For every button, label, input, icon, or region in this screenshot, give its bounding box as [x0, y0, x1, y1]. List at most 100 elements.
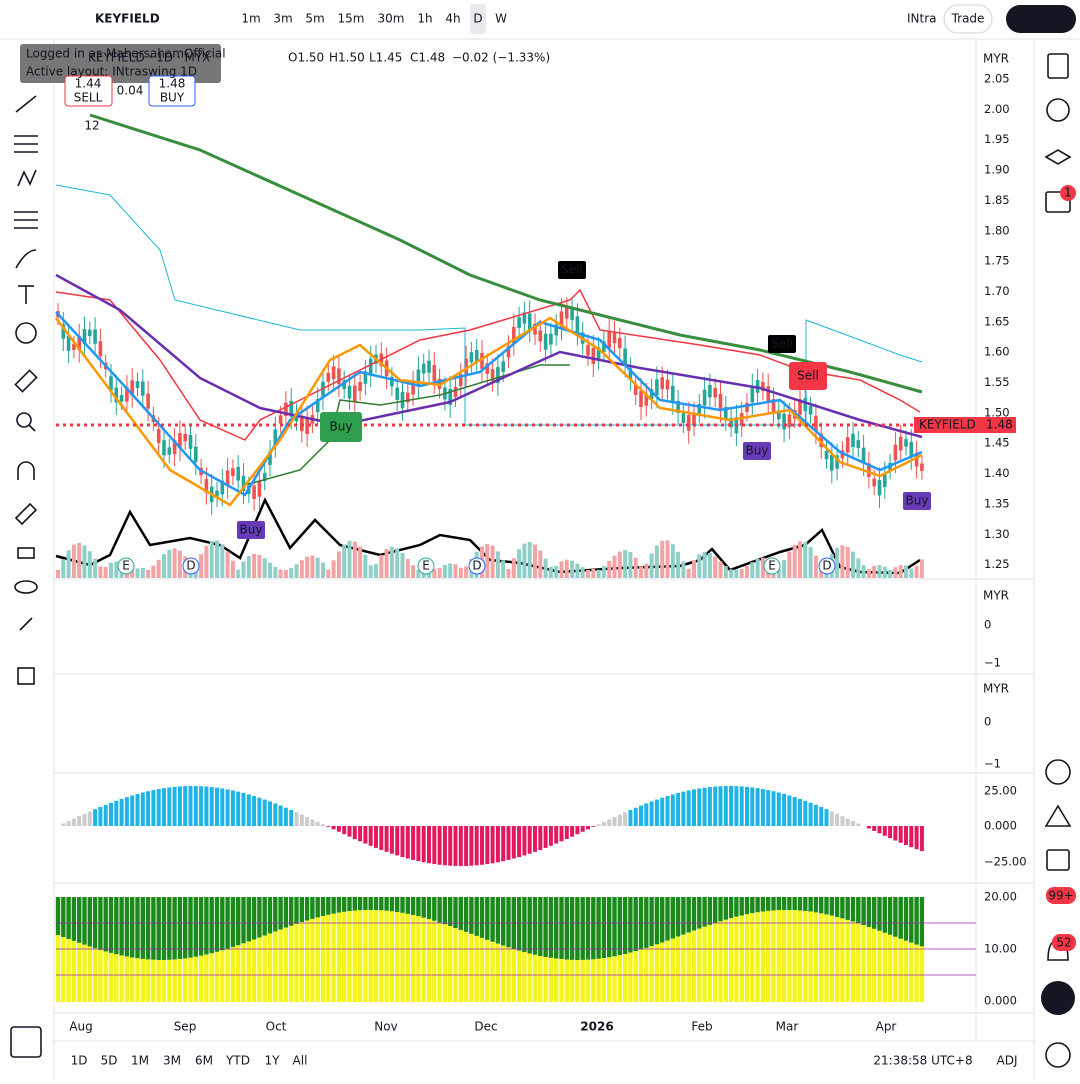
yellow-bar — [321, 916, 325, 1002]
interval-button[interactable]: 3m — [273, 12, 292, 26]
volume-bar — [226, 551, 230, 578]
candle-body — [369, 359, 373, 375]
volume-bar — [141, 568, 145, 578]
hist-bar — [459, 826, 463, 866]
candle-body — [395, 388, 399, 400]
green-bar — [215, 897, 219, 952]
yellow-bar — [612, 956, 616, 1002]
yellow-bar — [135, 958, 139, 1002]
range-button[interactable]: 5D — [101, 1054, 118, 1068]
adj-button[interactable]: ADJ — [997, 1054, 1018, 1068]
yellow-bar — [554, 959, 558, 1002]
hist-bar — [199, 786, 203, 826]
green-bar — [194, 897, 198, 957]
green-bar — [697, 897, 701, 929]
volume-bar — [72, 545, 76, 578]
interval-button[interactable]: D — [473, 12, 482, 26]
yellow-bar — [649, 946, 653, 1002]
hist-bar — [501, 826, 505, 861]
volume-bar — [888, 570, 892, 578]
yellow-bar — [787, 910, 791, 1002]
green-bar — [745, 897, 749, 914]
symbol[interactable]: KEYFIELD — [95, 12, 160, 26]
yellow-bar — [167, 960, 171, 1002]
volume-bar — [544, 559, 548, 578]
apps-button[interactable] — [1041, 981, 1075, 1015]
hist-bar — [777, 792, 781, 826]
volume-bar — [878, 565, 882, 578]
green-bar — [316, 897, 320, 917]
yellow-bar — [639, 950, 643, 1002]
yellow-bar — [496, 944, 500, 1002]
candle-body — [194, 447, 198, 462]
green-bar — [782, 897, 786, 910]
interval-button[interactable]: 30m — [378, 12, 405, 26]
price-label: 1.85 — [984, 193, 1010, 207]
range-button[interactable]: 6M — [195, 1054, 213, 1068]
candle-body — [751, 387, 755, 403]
candle-body — [857, 440, 861, 448]
yellow-bar — [453, 928, 457, 1002]
volume-bar — [210, 541, 214, 578]
hist-bar — [247, 794, 251, 826]
hist-bar — [104, 805, 108, 826]
candle-body — [851, 434, 855, 447]
yellow-bar — [702, 927, 706, 1002]
yellow-bar — [618, 955, 622, 1002]
green-bar — [808, 897, 812, 912]
volume-bar — [618, 552, 622, 578]
sell-signal: Sell — [561, 263, 583, 277]
hist-bar — [639, 806, 643, 826]
yellow-bar — [718, 921, 722, 1002]
time-label: Dec — [474, 1020, 497, 1034]
range-button[interactable]: 1D — [71, 1054, 88, 1068]
volume-bar — [332, 560, 336, 578]
yellow-bar — [634, 951, 638, 1002]
green-bar — [835, 897, 839, 917]
range-button[interactable]: 3M — [163, 1054, 181, 1068]
interval-button[interactable]: 1m — [241, 12, 260, 26]
yellow-bar — [231, 947, 235, 1002]
volume-bar — [257, 555, 261, 578]
interval-button[interactable]: W — [495, 12, 507, 26]
volume-bar — [109, 563, 113, 578]
interval-button[interactable]: 4h — [445, 12, 460, 26]
green-bar — [665, 897, 669, 941]
candle-body — [846, 437, 850, 453]
green-bar — [480, 897, 484, 938]
green-bar — [618, 897, 622, 955]
green-bar — [634, 897, 638, 951]
candle-body — [327, 373, 331, 382]
green-bar — [920, 897, 924, 946]
green-bar — [522, 897, 526, 952]
green-bar — [692, 897, 696, 931]
interval-button[interactable]: 15m — [338, 12, 365, 26]
yellow-bar — [172, 960, 176, 1002]
candle-body — [687, 415, 691, 431]
interval-button[interactable]: 5m — [305, 12, 324, 26]
yellow-bar — [257, 938, 261, 1002]
volume-bar — [581, 567, 585, 578]
green-bar — [581, 897, 585, 960]
range-button[interactable]: All — [293, 1054, 308, 1068]
green-bar — [82, 897, 86, 945]
green-bar — [840, 897, 844, 918]
candle-body — [99, 341, 103, 356]
yellow-bar — [687, 933, 691, 1002]
candle-body — [872, 478, 876, 486]
range-button[interactable]: YTD — [225, 1054, 250, 1068]
volume-bar — [867, 569, 871, 578]
hist-bar — [231, 790, 235, 826]
interval-button[interactable]: 1h — [417, 12, 432, 26]
range-button[interactable]: 1Y — [265, 1054, 281, 1068]
range-button[interactable]: 1M — [131, 1054, 149, 1068]
green-bar — [263, 897, 267, 936]
green-bar — [390, 897, 394, 911]
event-label: D — [186, 559, 195, 573]
volume-bar — [215, 541, 219, 578]
hist-bar — [475, 826, 479, 865]
hist-bar — [803, 801, 807, 826]
volume-bar — [719, 561, 723, 578]
volume-bar — [809, 547, 813, 578]
legend-low: L1.45 — [369, 51, 402, 65]
